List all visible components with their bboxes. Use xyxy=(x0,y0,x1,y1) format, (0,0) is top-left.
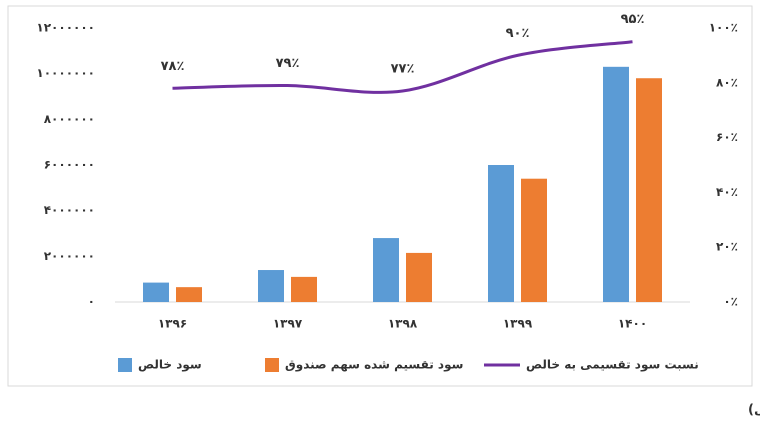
data-label: ۹۵٪ xyxy=(621,12,645,27)
y2-tick-label: ۲۰٪ xyxy=(716,240,738,254)
caption: شکل ۱۸. نمودار مقایسه سود تقسیمی و سود خ… xyxy=(748,402,760,418)
y-tick-label: ۴۰۰۰۰۰۰ xyxy=(44,203,95,217)
x-tick-label: ۱۳۹۸ xyxy=(388,317,418,331)
y-tick-label: ۸۰۰۰۰۰۰ xyxy=(44,112,95,126)
y-tick-label: ۱۰۰۰۰۰۰۰ xyxy=(36,66,95,80)
y2-tick-label: ۱۰۰٪ xyxy=(709,21,738,35)
legend-label: نسبت سود تقسیمی به خالص xyxy=(526,358,699,373)
y2-tick-label: ۸۰٪ xyxy=(716,75,738,89)
data-label: ۷۷٪ xyxy=(391,62,415,77)
legend-label: سود خالص xyxy=(138,358,202,373)
y-tick-label: ۱۲۰۰۰۰۰۰ xyxy=(36,21,95,35)
y2-tick-label: ۴۰٪ xyxy=(716,185,738,199)
x-tick-label: ۱۴۰۰ xyxy=(618,317,647,331)
line xyxy=(172,40,633,94)
y2-tick-label: ۶۰٪ xyxy=(716,130,738,144)
bar xyxy=(488,165,514,302)
bar xyxy=(373,238,399,302)
chart-frame xyxy=(7,5,753,387)
bar xyxy=(521,178,547,302)
x-tick-label: ۱۳۹۶ xyxy=(158,317,187,331)
bar xyxy=(176,287,202,302)
bar xyxy=(291,276,317,302)
data-label: ۷۸٪ xyxy=(161,59,185,74)
bar xyxy=(406,252,432,302)
x-tick-label: ۱۳۹۷ xyxy=(273,317,303,331)
data-label: ۷۹٪ xyxy=(276,56,300,71)
legend-swatch xyxy=(118,358,132,372)
bar xyxy=(603,66,629,302)
bar xyxy=(258,270,284,302)
y-tick-label: ۲۰۰۰۰۰۰ xyxy=(44,249,95,263)
legend-swatch xyxy=(265,358,279,372)
x-tick-label: ۱۳۹۹ xyxy=(503,317,533,331)
y-tick-label: ۶۰۰۰۰۰۰ xyxy=(44,158,95,172)
legend-label: سود تقسیم شده سهم صندوق xyxy=(285,358,463,373)
data-label: ۹۰٪ xyxy=(506,26,530,41)
y-tick-label: ۰ xyxy=(88,295,95,309)
bar xyxy=(143,282,169,302)
y2-tick-label: ۰٪ xyxy=(723,295,738,309)
bar xyxy=(636,78,662,302)
